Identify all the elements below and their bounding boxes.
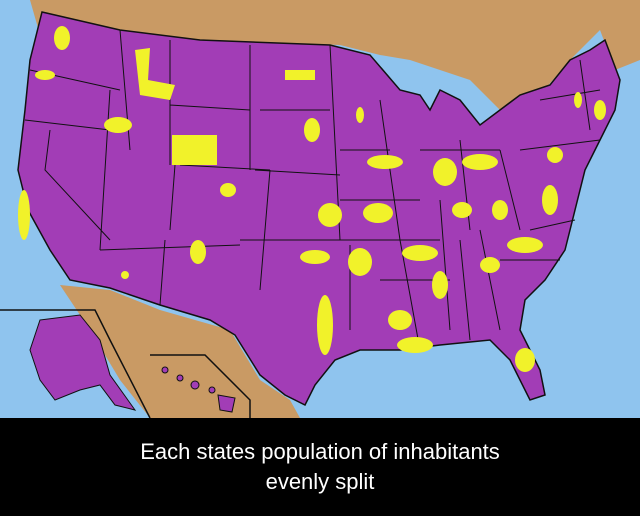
inset-border — [150, 354, 251, 418]
state-lines — [24, 29, 601, 351]
mexico — [60, 285, 300, 418]
us-map — [0, 0, 640, 418]
caption-line: evenly split — [265, 469, 375, 494]
yellow-regions — [18, 26, 606, 372]
caption-line: Each states population of inhabitants — [140, 439, 500, 464]
inset-border — [0, 309, 151, 418]
hawaii — [161, 366, 236, 413]
alaska — [29, 314, 137, 411]
contiguous-us — [17, 11, 621, 407]
canada — [30, 0, 640, 110]
caption: Each states population of inhabitants ev… — [0, 418, 640, 516]
lake — [390, 70, 470, 95]
